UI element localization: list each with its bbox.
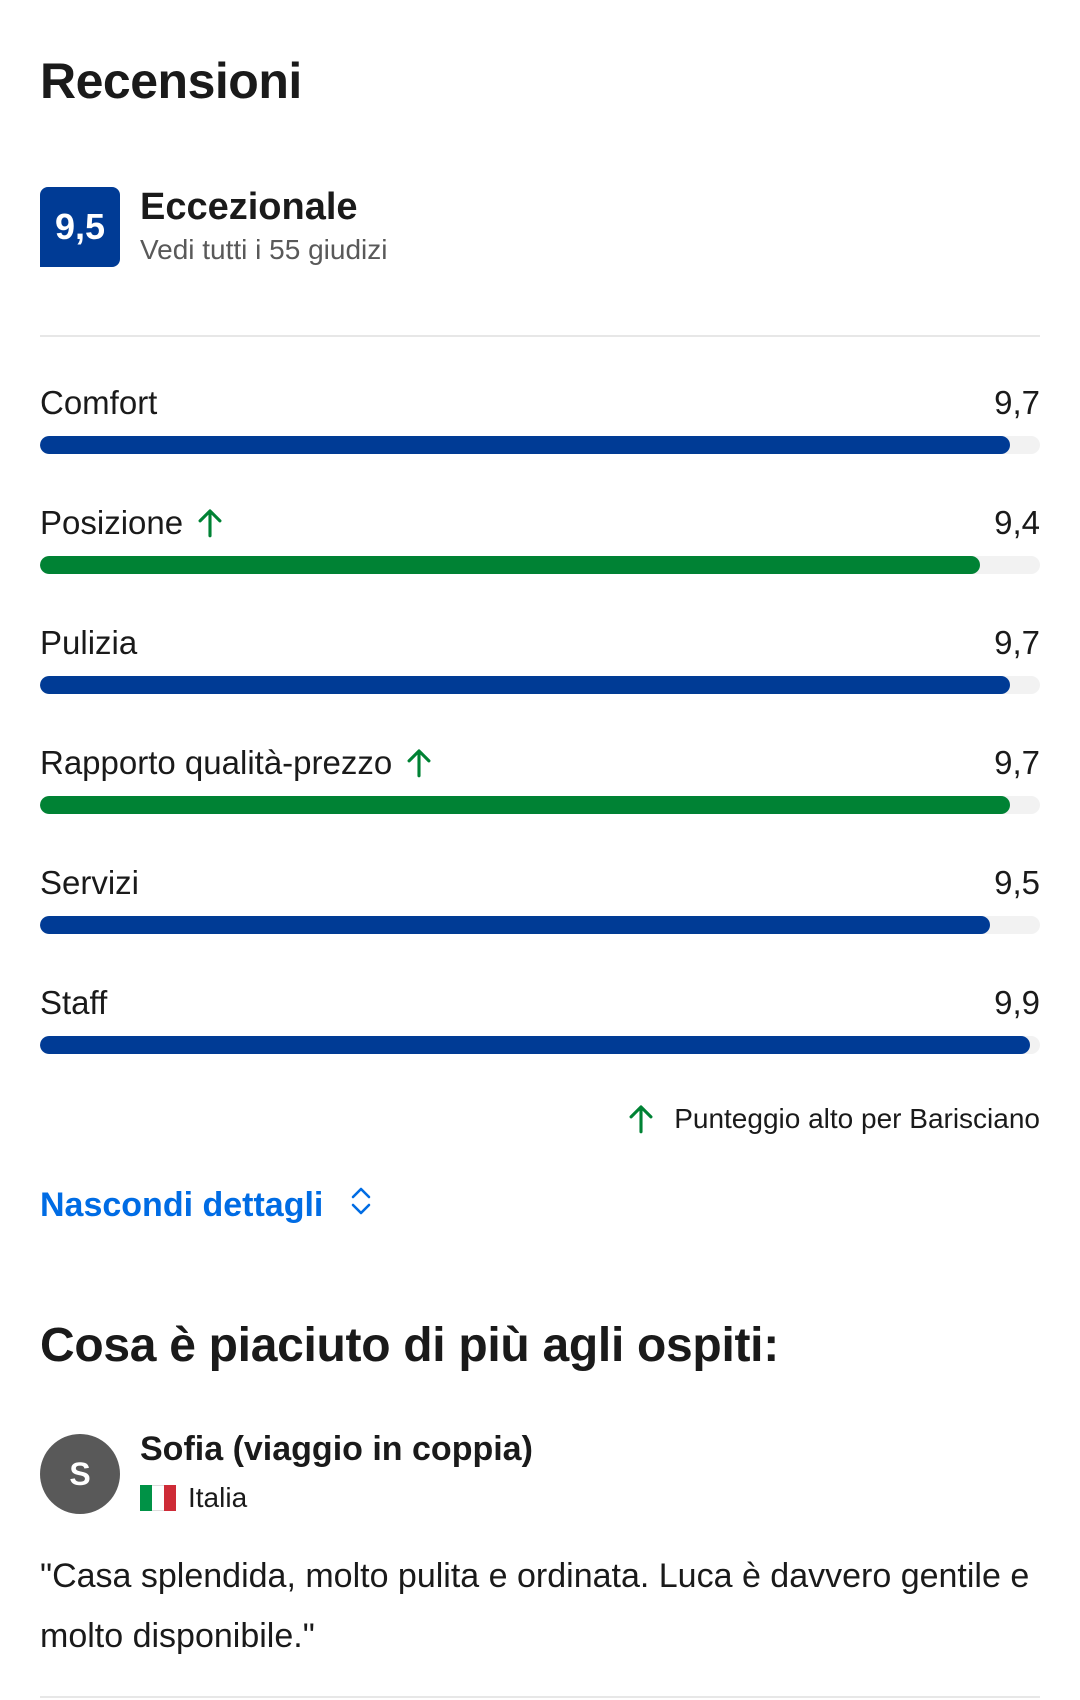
score-bar-fill (40, 436, 1010, 454)
highlights-title: Cosa è piaciuto di più agli ospiti: (40, 1319, 779, 1372)
category-score: 9,4 (994, 504, 1040, 541)
category-name: Pulizia (40, 624, 138, 661)
score-bar-track (40, 676, 1040, 694)
category-name: Posizione (40, 504, 184, 541)
category-name: Servizi (40, 864, 140, 901)
overall-score-badge: 9,5 (40, 187, 120, 267)
category-row: Servizi 9,5 (40, 864, 1040, 956)
high-score-note-text: Punteggio alto per Barisciano (674, 1103, 1040, 1134)
category-score: 9,9 (994, 984, 1040, 1021)
category-score: 9,7 (994, 744, 1040, 781)
score-bar-fill (40, 916, 990, 934)
score-bar-fill (40, 556, 980, 574)
category-name: Staff (40, 984, 108, 1021)
score-bar-fill (40, 796, 1010, 814)
see-all-reviews-link[interactable]: Vedi tutti i 55 giudizi (140, 234, 388, 265)
score-bar-track (40, 436, 1040, 454)
category-name: Comfort (40, 384, 158, 421)
reviewer-name: Sofia (viaggio in coppia) (140, 1430, 533, 1468)
hide-details-button[interactable]: Nascondi dettagli (40, 1185, 375, 1226)
arrow-up-icon (624, 1102, 658, 1136)
avatar: S (40, 1434, 120, 1514)
divider (40, 1696, 1040, 1698)
chevron-up-down-icon (347, 1185, 375, 1226)
divider (40, 335, 1040, 337)
category-row: Pulizia 9,7 (40, 624, 1040, 716)
score-bar-track (40, 796, 1040, 814)
category-name: Rapporto qualità-prezzo (40, 744, 393, 781)
category-row: Comfort 9,7 (40, 384, 1040, 476)
category-score: 9,7 (994, 624, 1040, 661)
category-label: Rapporto qualità-prezzo (40, 744, 436, 782)
arrow-up-icon (193, 506, 227, 540)
country-name: Italia (188, 1482, 248, 1513)
category-row: Staff 9,9 (40, 984, 1040, 1076)
category-label: Comfort (40, 384, 157, 422)
overall-score-label: Eccezionale (140, 186, 358, 228)
score-bar-track (40, 916, 1040, 934)
score-bar-fill (40, 676, 1010, 694)
category-score: 9,7 (994, 384, 1040, 421)
high-score-note: Punteggio alto per Barisciano (624, 1102, 1040, 1136)
reviewer-country: Italia (140, 1482, 247, 1514)
review-quote: "Casa splendida, molto pulita e ordinata… (40, 1557, 1030, 1655)
italy-flag-icon (140, 1485, 176, 1511)
category-label: Pulizia (40, 624, 137, 662)
category-score: 9,5 (994, 864, 1040, 901)
category-row: Posizione 9,4 (40, 504, 1040, 596)
hide-details-label: Nascondi dettagli (40, 1186, 324, 1224)
page-title: Recensioni (40, 53, 302, 109)
score-bar-fill (40, 1036, 1030, 1054)
category-label: Servizi (40, 864, 139, 902)
category-label: Staff (40, 984, 107, 1022)
score-bar-track (40, 1036, 1040, 1054)
score-bar-track (40, 556, 1040, 574)
category-row: Rapporto qualità-prezzo 9,7 (40, 744, 1040, 836)
arrow-up-icon (402, 746, 436, 780)
category-label: Posizione (40, 504, 227, 542)
